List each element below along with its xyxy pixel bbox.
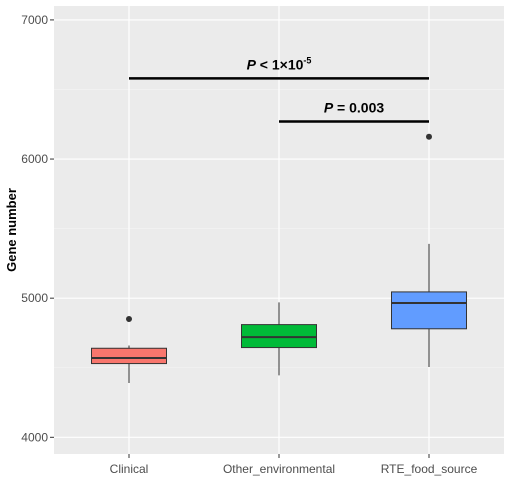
box-group — [391, 133, 467, 368]
x-tick-label: Other_environmental — [223, 462, 335, 476]
box — [241, 324, 317, 349]
box-group — [91, 316, 167, 384]
p-value-label: P = 0.003 — [324, 99, 385, 115]
annotations: P < 1×10-5 P = 0.003 — [129, 55, 429, 123]
outlier-point — [426, 133, 432, 140]
y-tick-label: 5000 — [21, 291, 48, 305]
y-axis: 4000 5000 6000 7000 — [21, 13, 54, 444]
y-tick-label: 6000 — [21, 152, 48, 166]
x-axis: Clinical Other_environmental RTE_food_sour… — [110, 454, 478, 476]
box-group — [241, 302, 317, 376]
x-tick-label: Clinical — [110, 462, 149, 476]
boxes — [91, 133, 467, 384]
y-tick-label: 7000 — [21, 13, 48, 27]
y-tick-label: 4000 — [21, 430, 48, 444]
y-axis-title: Gene number — [4, 188, 19, 272]
box — [391, 291, 467, 330]
significance-annotation: P = 0.003 — [279, 99, 429, 123]
significance-annotation: P < 1×10-5 — [129, 55, 429, 80]
box — [91, 347, 167, 365]
p-value-label: P < 1×10-5 — [247, 55, 312, 72]
x-tick-label: RTE_food_source — [381, 462, 478, 476]
grid — [54, 6, 504, 454]
outlier-point — [126, 316, 132, 323]
